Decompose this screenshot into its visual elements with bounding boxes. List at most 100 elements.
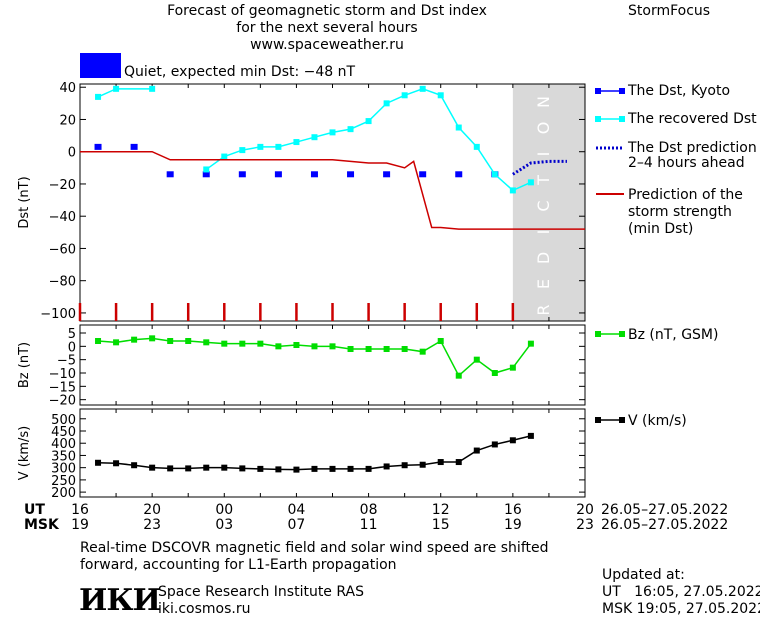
chart-title-line2: for the next several hours bbox=[236, 20, 418, 36]
y-tick-label: 400 bbox=[51, 437, 76, 452]
panel-frame bbox=[79, 324, 586, 406]
series-dst-kyoto-point bbox=[419, 171, 427, 178]
series-dst-kyoto-point bbox=[310, 171, 318, 178]
legend-v: V (km/s) bbox=[628, 413, 687, 429]
ut-tick-label: 00 bbox=[215, 502, 233, 518]
series-v-point bbox=[185, 465, 192, 472]
series-bz-point bbox=[257, 340, 264, 347]
footer-note-line1: Real-time DSCOVR magnetic field and sola… bbox=[80, 540, 549, 556]
series-dst-recovered-line bbox=[205, 88, 532, 192]
series-bz-point bbox=[221, 340, 228, 347]
dst-panel: N O I T C I D E R P 40 20 0 −20 −40 −60 −80 −100 Dst (nT) bbox=[17, 81, 586, 341]
y-tick-label: −20 bbox=[49, 394, 76, 409]
series-dst-recovered-point bbox=[113, 85, 120, 92]
series-v-point bbox=[401, 462, 408, 469]
series-dst-recovered-point bbox=[221, 153, 228, 160]
y-axis-label: V (km/s) bbox=[17, 426, 32, 481]
series-v-point bbox=[203, 464, 210, 471]
series-bz-point bbox=[509, 364, 516, 371]
series-dst-kyoto-point bbox=[130, 143, 138, 150]
site-url[interactable]: www.spaceweather.ru bbox=[250, 37, 404, 53]
updated-msk: MSK 19:05, 27.05.2022 bbox=[602, 601, 760, 617]
series-dst-recovered-point bbox=[239, 147, 246, 154]
series-storm-strength-line bbox=[80, 150, 585, 230]
series-dst-recovered-point bbox=[293, 139, 300, 146]
y-axis-label: Bz (nT) bbox=[17, 342, 32, 388]
ut-tick-label: 20 bbox=[143, 502, 161, 518]
msk-tick-label: 07 bbox=[288, 517, 306, 533]
series-bz-point bbox=[203, 339, 210, 346]
y-tick-label: 40 bbox=[59, 81, 76, 96]
series-v-line bbox=[98, 435, 532, 471]
ut-tick-label: 16 bbox=[504, 502, 522, 518]
legend-swatch-kyoto bbox=[595, 88, 625, 94]
prediction-letter: O bbox=[534, 122, 553, 135]
ut-tick-label: 08 bbox=[360, 502, 378, 518]
status-swatch bbox=[80, 53, 121, 78]
series-v-point bbox=[329, 465, 336, 472]
series-bz-point bbox=[527, 340, 534, 347]
series-dst-recovered-point bbox=[383, 100, 390, 107]
series-dst-kyoto-point bbox=[238, 171, 246, 178]
msk-tick-label: 19 bbox=[71, 517, 89, 533]
series-v-point bbox=[509, 437, 516, 444]
series-v-point bbox=[473, 447, 480, 454]
series-bz-point bbox=[455, 372, 462, 379]
brand-name: StormFocus bbox=[628, 3, 711, 19]
y-tick-label: −60 bbox=[49, 242, 76, 257]
series-v-point bbox=[131, 462, 138, 469]
series-dst-recovered-point bbox=[149, 85, 156, 92]
prediction-letter: I bbox=[534, 230, 553, 235]
series-dst-recovered-point bbox=[347, 126, 354, 133]
date-range-ut: 26.05–27.05.2022 bbox=[601, 502, 729, 518]
series-v-point bbox=[257, 465, 264, 472]
prediction-letter: I bbox=[534, 152, 553, 157]
legend-swatch-v bbox=[595, 417, 625, 423]
time-axis: 16 20 00 04 08 12 16 20 19 23 03 07 11 15 19 23 bbox=[71, 502, 594, 533]
legend-swatch-recovered bbox=[595, 116, 625, 122]
series-v-point bbox=[221, 464, 228, 471]
series-dst-recovered-point bbox=[365, 118, 372, 125]
series-v-point bbox=[239, 465, 246, 472]
y-tick-label: −15 bbox=[49, 380, 76, 395]
series-dst-recovered-point bbox=[203, 166, 210, 173]
series-dst-recovered-point bbox=[509, 187, 516, 194]
series-dst-kyoto-point bbox=[202, 171, 210, 178]
series-dst-recovered-point bbox=[491, 171, 498, 178]
legend-dst-prediction-1: The Dst prediction bbox=[628, 140, 757, 156]
prediction-letter: D bbox=[534, 252, 553, 264]
series-v-point bbox=[419, 461, 426, 468]
ut-tick-label: 16 bbox=[71, 502, 89, 518]
y-tick-label: −40 bbox=[49, 210, 76, 225]
series-bz-point bbox=[275, 343, 282, 350]
series-v-point bbox=[437, 459, 444, 466]
y-tick-label: 250 bbox=[51, 474, 76, 489]
series-dst-recovered-point bbox=[95, 93, 102, 100]
series-dst-prediction-line bbox=[512, 159, 567, 176]
institute-site[interactable]: iki.cosmos.ru bbox=[158, 601, 251, 617]
footer-note-line2: forward, accounting for L1-Earth propaga… bbox=[80, 557, 397, 573]
y-tick-label: −10 bbox=[49, 367, 76, 382]
y-tick-label: 5 bbox=[68, 327, 76, 342]
series-v-point bbox=[527, 432, 534, 439]
series-dst-recovered-point bbox=[311, 134, 318, 141]
series-dst-recovered-line bbox=[97, 88, 153, 98]
chart-title-line1: Forecast of geomagnetic storm and Dst in… bbox=[167, 3, 487, 19]
series-bz-point bbox=[131, 336, 138, 343]
series-v-point bbox=[149, 464, 156, 471]
series-bz-point bbox=[401, 346, 408, 352]
series-dst-recovered-point bbox=[275, 143, 282, 150]
y-tick-label: −80 bbox=[49, 275, 76, 290]
ut-axis-label: UT bbox=[24, 502, 45, 518]
y-tick-label: 350 bbox=[51, 449, 76, 464]
iki-logo: ИКИ bbox=[79, 583, 161, 618]
series-dst-kyoto-point bbox=[94, 143, 102, 150]
y-tick-label: 200 bbox=[51, 486, 76, 501]
prediction-letter: R bbox=[534, 304, 553, 315]
series-bz-point bbox=[185, 338, 192, 344]
series-bz-point bbox=[149, 335, 156, 342]
series-v-point bbox=[383, 463, 390, 470]
y-tick-label: 300 bbox=[51, 462, 76, 477]
bz-panel: 50−5−10−15−20 Bz (nT) bbox=[17, 324, 586, 409]
